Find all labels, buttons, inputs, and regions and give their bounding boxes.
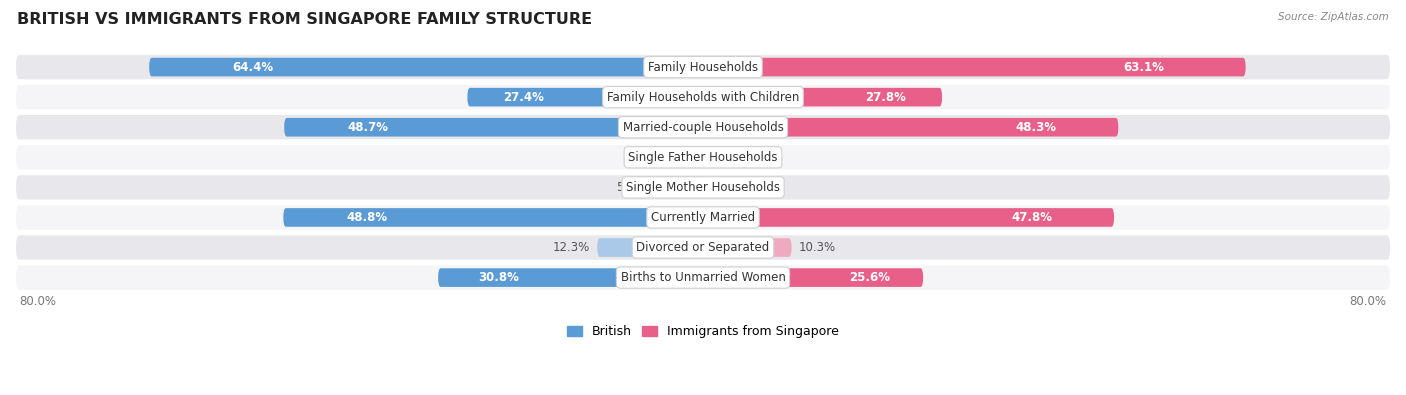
FancyBboxPatch shape [467,88,703,107]
FancyBboxPatch shape [15,174,1391,201]
Text: 10.3%: 10.3% [799,241,835,254]
Legend: British, Immigrants from Singapore: British, Immigrants from Singapore [562,320,844,343]
Text: 64.4%: 64.4% [232,60,273,73]
FancyBboxPatch shape [703,208,1114,227]
Text: Source: ZipAtlas.com: Source: ZipAtlas.com [1278,12,1389,22]
FancyBboxPatch shape [15,144,1391,171]
FancyBboxPatch shape [685,148,703,167]
FancyBboxPatch shape [703,148,720,167]
Text: Family Households with Children: Family Households with Children [607,91,799,103]
FancyBboxPatch shape [284,118,703,137]
FancyBboxPatch shape [439,268,703,287]
FancyBboxPatch shape [703,268,924,287]
FancyBboxPatch shape [703,88,942,107]
Text: 80.0%: 80.0% [1350,295,1386,308]
FancyBboxPatch shape [598,238,703,257]
Text: 2.2%: 2.2% [647,151,678,164]
Text: Single Father Households: Single Father Households [628,151,778,164]
Text: 1.9%: 1.9% [727,151,756,164]
Text: Single Mother Households: Single Mother Households [626,181,780,194]
Text: 5.8%: 5.8% [617,181,647,194]
Text: 12.3%: 12.3% [553,241,591,254]
FancyBboxPatch shape [703,178,747,197]
Text: 48.7%: 48.7% [347,121,388,134]
FancyBboxPatch shape [703,58,1246,76]
Text: Currently Married: Currently Married [651,211,755,224]
Text: 47.8%: 47.8% [1011,211,1053,224]
Text: Married-couple Households: Married-couple Households [623,121,783,134]
Text: 25.6%: 25.6% [849,271,890,284]
Text: 30.8%: 30.8% [478,271,519,284]
FancyBboxPatch shape [284,208,703,227]
Text: Divorced or Separated: Divorced or Separated [637,241,769,254]
Text: 80.0%: 80.0% [20,295,56,308]
Text: BRITISH VS IMMIGRANTS FROM SINGAPORE FAMILY STRUCTURE: BRITISH VS IMMIGRANTS FROM SINGAPORE FAM… [17,12,592,27]
FancyBboxPatch shape [15,54,1391,80]
FancyBboxPatch shape [149,58,703,76]
FancyBboxPatch shape [15,114,1391,141]
Text: 5.0%: 5.0% [752,181,783,194]
Text: Births to Unmarried Women: Births to Unmarried Women [620,271,786,284]
Text: 48.3%: 48.3% [1015,121,1056,134]
Text: 27.4%: 27.4% [503,91,544,103]
FancyBboxPatch shape [703,238,792,257]
Text: Family Households: Family Households [648,60,758,73]
FancyBboxPatch shape [703,118,1118,137]
FancyBboxPatch shape [15,84,1391,110]
FancyBboxPatch shape [15,234,1391,261]
Text: 27.8%: 27.8% [865,91,907,103]
FancyBboxPatch shape [15,204,1391,231]
FancyBboxPatch shape [654,178,703,197]
Text: 48.8%: 48.8% [346,211,388,224]
FancyBboxPatch shape [15,264,1391,291]
Text: 63.1%: 63.1% [1123,60,1164,73]
